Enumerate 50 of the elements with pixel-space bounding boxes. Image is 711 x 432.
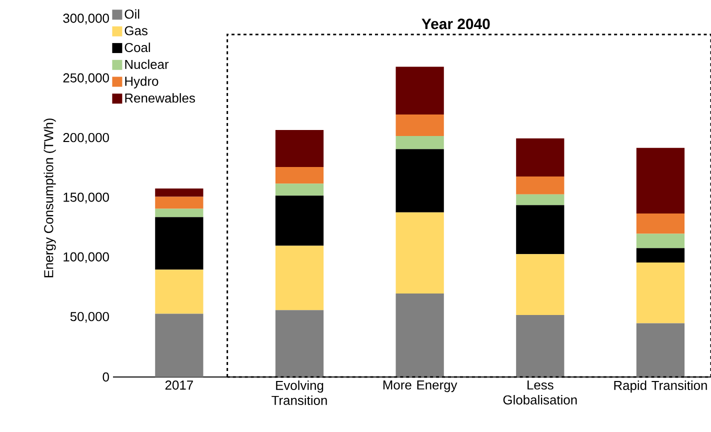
- bar: [636, 262, 685, 324]
- bar: [275, 166, 324, 184]
- bar: [396, 149, 444, 212]
- x-tick-label: Evolving Transition: [272, 380, 327, 405]
- y-axis-title: Energy Consumption (TWh): [44, 118, 56, 278]
- y-tick-label: 250,000: [63, 73, 109, 84]
- x-tick-label: 2017: [165, 380, 193, 390]
- x-tick-label: More Energy: [383, 380, 458, 392]
- bar: [516, 205, 564, 254]
- bar: [516, 176, 564, 194]
- legend-label: Renewables: [125, 93, 195, 103]
- legend-label: Gas: [124, 26, 148, 36]
- bar: [636, 234, 685, 248]
- bar: [396, 212, 444, 294]
- bar: [155, 188, 204, 197]
- bar: [396, 293, 444, 377]
- y-tick-label: 0: [102, 372, 109, 382]
- bar: [275, 310, 324, 377]
- bar: [396, 136, 444, 150]
- y-tick-label: 50,000: [70, 312, 109, 323]
- bar: [636, 323, 685, 377]
- bar: [516, 314, 564, 377]
- bar: [275, 184, 324, 196]
- bar: [155, 217, 204, 270]
- bar: [396, 66, 444, 114]
- legend-label: Oil: [124, 9, 140, 19]
- bar: [155, 196, 204, 209]
- bar: [516, 194, 564, 206]
- bar: [636, 248, 685, 262]
- x-tick-label: Less Globalisation: [503, 380, 577, 404]
- legend-label: Hydro: [125, 76, 158, 88]
- bar: [275, 246, 324, 310]
- annotation: Year 2040: [422, 18, 490, 30]
- bar: [516, 138, 564, 177]
- bar: [155, 270, 204, 314]
- y-tick-label: 150,000: [64, 192, 109, 204]
- y-tick-label: 200,000: [63, 132, 109, 144]
- bar: [396, 114, 444, 136]
- x-tick-label: Rapid Transition: [614, 380, 707, 393]
- y-tick-label: 100,000: [64, 252, 109, 264]
- bar: [275, 196, 324, 246]
- bar: [636, 148, 685, 214]
- bar: [155, 314, 204, 377]
- bar: [155, 208, 204, 218]
- legend-label: Coal: [124, 42, 150, 52]
- bar: [275, 130, 324, 167]
- y-tick-label: 300,000: [63, 14, 109, 24]
- legend-label: Nuclear: [125, 59, 169, 69]
- bar: [636, 214, 685, 234]
- bar: [516, 254, 564, 315]
